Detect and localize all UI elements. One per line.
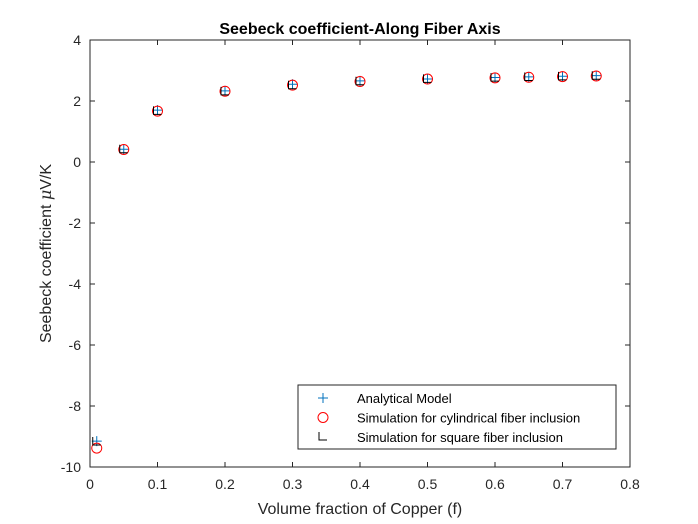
cylindrical-sim-point [489,72,501,84]
data-markers [91,70,602,454]
square-sim-point [355,76,364,86]
y-tick-label: -2 [69,215,82,231]
x-axis-label: Volume fraction of Copper (f) [258,501,463,518]
x-tick-label: 0.3 [283,476,303,492]
y-tick-label: 0 [73,154,81,170]
legend-entry-cylindrical: Simulation for cylindrical fiber inclusi… [357,411,580,426]
square-sim-point [153,106,162,115]
y-axis: -10 -8 -6 -4 -2 0 2 4 [61,32,630,475]
square-sim-point [288,80,297,90]
cylindrical-sim-point [523,71,535,83]
legend-marker-corner [318,432,327,441]
cylindrical-sim-point [354,75,366,87]
cylindrical-sim-point [118,143,130,155]
y-axis-label: Seebeck coefficient μV/K [36,164,55,343]
x-axis: 0 0.1 0.2 0.3 0.4 0.5 0.6 0.7 0.8 [86,40,640,492]
square-sim-point [423,74,432,83]
square-sim-point [524,72,533,82]
square-sim-point [119,144,128,154]
cylindrical-sim-point [557,71,568,83]
legend-marker-plus [318,393,328,403]
square-sim-point [591,71,601,80]
x-tick-label: 0.5 [418,476,438,492]
legend-box [297,384,617,450]
x-tick-label: 0.2 [215,476,235,492]
analytical-point [287,79,298,90]
analytical-point [355,75,365,86]
legend: Analytical Model Simulation for cylindric… [297,384,617,450]
legend-marker-circle [317,412,329,423]
y-tick-label: -8 [69,398,82,414]
square-sim-point [92,436,101,446]
cylindrical-sim-point [219,85,231,97]
square-sim-point [220,86,229,96]
cylindrical-sim-point [91,442,103,454]
y-tick-label: -4 [69,276,82,292]
chart-title: Seebeck coefficient-Along Fiber Axis [219,21,500,38]
y-tick-label: 2 [73,93,81,109]
square-sim-point [558,71,567,81]
y-tick-label: 4 [73,32,81,48]
cylindrical-sim-point [287,79,298,91]
x-tick-label: 0.4 [350,476,370,492]
y-tick-label: -6 [69,337,82,353]
analytical-point [220,85,230,96]
x-tick-label: 0.7 [553,476,573,492]
cylindrical-sim-point [590,70,602,82]
legend-entry-analytical: Analytical Model [357,391,452,406]
x-tick-label: 0.6 [485,476,505,492]
cylindrical-sim-point [152,105,163,117]
x-tick-label: 0 [86,476,94,492]
x-tick-label: 0.8 [620,476,640,492]
square-sim-point [490,73,499,82]
analytical-point [91,436,102,447]
y-tick-label: -10 [61,459,81,475]
analytical-point [152,105,163,116]
x-tick-label: 0.1 [148,476,168,492]
cylindrical-sim-point [422,73,433,85]
legend-entry-square: Simulation for square fiber inclusion [357,430,563,445]
